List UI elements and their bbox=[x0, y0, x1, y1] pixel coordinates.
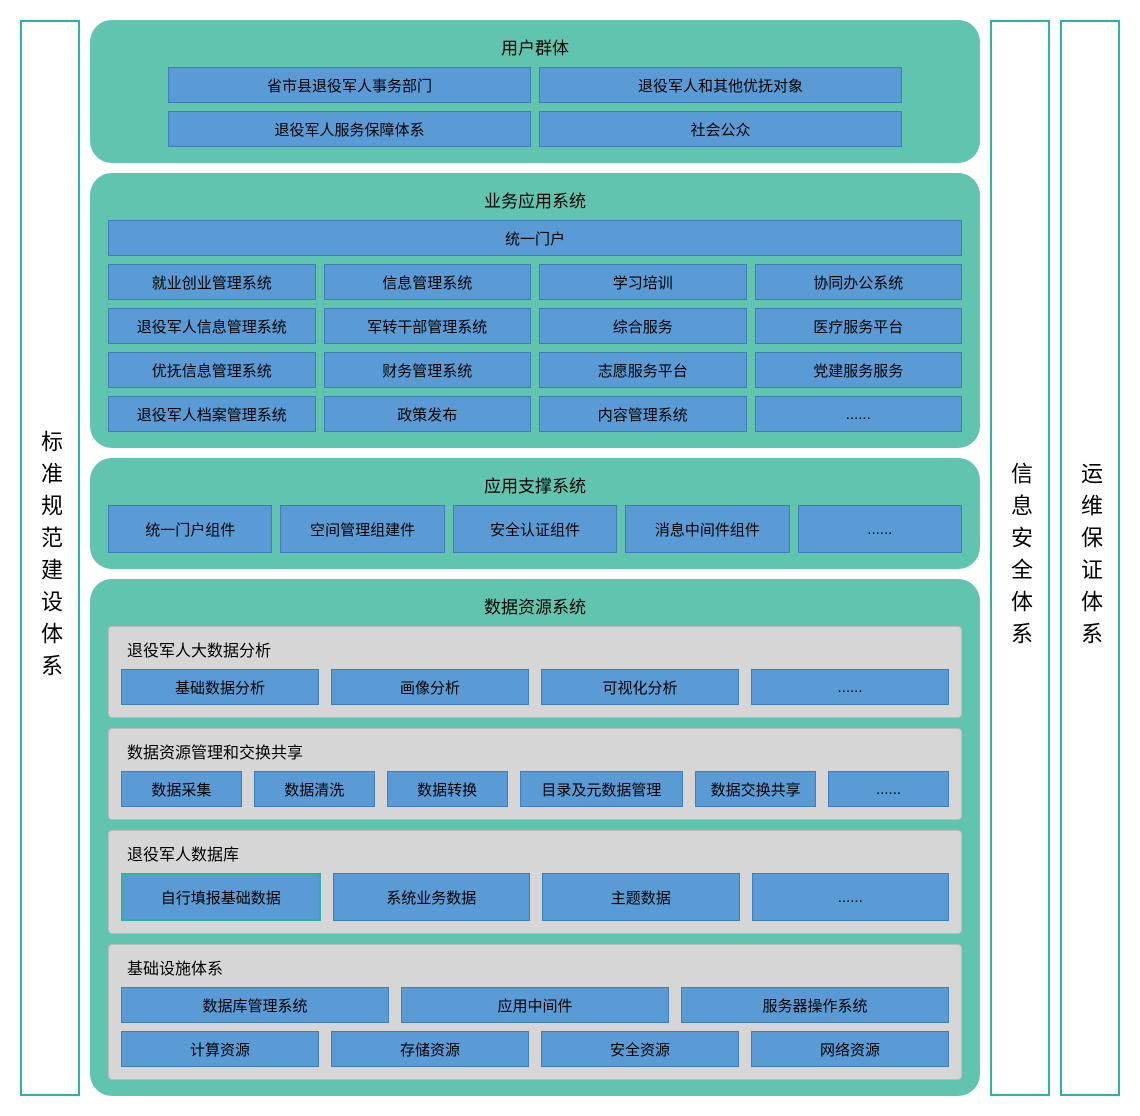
biz-item: 协同办公系统 bbox=[755, 264, 963, 300]
support-item: 统一门户组件 bbox=[108, 505, 272, 553]
user-group-item: 退役军人和其他优抚对象 bbox=[539, 67, 902, 103]
section-user-group: 用户群体 省市县退役军人事务部门 退役军人和其他优抚对象 退役军人服务保障体系 … bbox=[90, 20, 980, 163]
side-right2-label: 运维保证体系 bbox=[1074, 462, 1106, 654]
biz-item: 退役军人信息管理系统 bbox=[108, 308, 316, 344]
biz-item: 军转干部管理系统 bbox=[324, 308, 532, 344]
biz-item: ...... bbox=[755, 396, 963, 432]
sub-title: 退役军人大数据分析 bbox=[121, 635, 949, 669]
section-app-support: 应用支撑系统 统一门户组件 空间管理组建件 安全认证组件 消息中间件组件 ...… bbox=[90, 458, 980, 569]
portal: 统一门户 bbox=[108, 220, 962, 256]
user-group-item: 退役军人服务保障体系 bbox=[168, 111, 531, 147]
biz-item: 综合服务 bbox=[539, 308, 747, 344]
support-item: 消息中间件组件 bbox=[625, 505, 789, 553]
section-data-sys: 数据资源系统 退役军人大数据分析 基础数据分析 画像分析 可视化分析 .....… bbox=[90, 579, 980, 1096]
side-left: 标准规范建设体系 bbox=[20, 20, 80, 1096]
infra-item: 应用中间件 bbox=[401, 987, 669, 1023]
sub-infra: 基础设施体系 数据库管理系统 应用中间件 服务器操作系统 计算资源 存储资源 安… bbox=[108, 944, 962, 1080]
biz-item: 优抚信息管理系统 bbox=[108, 352, 316, 388]
mgmt-item: ...... bbox=[828, 771, 949, 807]
support-item: 安全认证组件 bbox=[453, 505, 617, 553]
biz-item: 党建服务服务 bbox=[755, 352, 963, 388]
db-item: 自行填报基础数据 bbox=[121, 873, 321, 921]
biz-item: 退役军人档案管理系统 bbox=[108, 396, 316, 432]
user-group-item: 社会公众 bbox=[539, 111, 902, 147]
infra-item: 服务器操作系统 bbox=[681, 987, 949, 1023]
side-right-1: 信息安全体系 bbox=[990, 20, 1050, 1096]
mgmt-item: 数据交换共享 bbox=[695, 771, 816, 807]
sub-database: 退役军人数据库 自行填报基础数据 系统业务数据 主题数据 ...... bbox=[108, 830, 962, 934]
user-group-item: 省市县退役军人事务部门 bbox=[168, 67, 531, 103]
infra-item: 网络资源 bbox=[751, 1031, 949, 1067]
side-right-2: 运维保证体系 bbox=[1060, 20, 1120, 1096]
sub-data-mgmt: 数据资源管理和交换共享 数据采集 数据清洗 数据转换 目录及元数据管理 数据交换… bbox=[108, 728, 962, 820]
sub-title: 退役军人数据库 bbox=[121, 839, 949, 873]
biz-item: 信息管理系统 bbox=[324, 264, 532, 300]
sub-title: 基础设施体系 bbox=[121, 953, 949, 987]
biz-item: 财务管理系统 bbox=[324, 352, 532, 388]
biz-item: 政策发布 bbox=[324, 396, 532, 432]
infra-item: 存储资源 bbox=[331, 1031, 529, 1067]
side-right1-label: 信息安全体系 bbox=[1004, 462, 1036, 654]
section-title: 应用支撑系统 bbox=[108, 468, 962, 505]
section-title: 用户群体 bbox=[108, 30, 962, 67]
architecture-diagram: 标准规范建设体系 用户群体 省市县退役军人事务部门 退役军人和其他优抚对象 退役… bbox=[20, 20, 1120, 1096]
biz-item: 内容管理系统 bbox=[539, 396, 747, 432]
section-title: 业务应用系统 bbox=[108, 183, 962, 220]
db-item: 主题数据 bbox=[542, 873, 740, 921]
mgmt-item: 目录及元数据管理 bbox=[520, 771, 684, 807]
section-title: 数据资源系统 bbox=[108, 589, 962, 626]
bigdata-item: 画像分析 bbox=[331, 669, 529, 705]
biz-item: 学习培训 bbox=[539, 264, 747, 300]
support-item: ...... bbox=[798, 505, 962, 553]
mgmt-item: 数据采集 bbox=[121, 771, 242, 807]
bigdata-item: 可视化分析 bbox=[541, 669, 739, 705]
biz-item: 志愿服务平台 bbox=[539, 352, 747, 388]
db-item: ...... bbox=[752, 873, 950, 921]
mgmt-item: 数据清洗 bbox=[254, 771, 375, 807]
bigdata-item: ...... bbox=[751, 669, 949, 705]
infra-item: 计算资源 bbox=[121, 1031, 319, 1067]
sub-big-data: 退役军人大数据分析 基础数据分析 画像分析 可视化分析 ...... bbox=[108, 626, 962, 718]
sub-title: 数据资源管理和交换共享 bbox=[121, 737, 949, 771]
infra-item: 安全资源 bbox=[541, 1031, 739, 1067]
bigdata-item: 基础数据分析 bbox=[121, 669, 319, 705]
support-item: 空间管理组建件 bbox=[280, 505, 444, 553]
mgmt-item: 数据转换 bbox=[387, 771, 508, 807]
section-biz-app: 业务应用系统 统一门户 就业创业管理系统 信息管理系统 学习培训 协同办公系统 … bbox=[90, 173, 980, 448]
db-item: 系统业务数据 bbox=[333, 873, 531, 921]
infra-item: 数据库管理系统 bbox=[121, 987, 389, 1023]
side-left-label: 标准规范建设体系 bbox=[34, 430, 66, 686]
biz-item: 医疗服务平台 bbox=[755, 308, 963, 344]
main-column: 用户群体 省市县退役军人事务部门 退役军人和其他优抚对象 退役军人服务保障体系 … bbox=[90, 20, 980, 1096]
biz-item: 就业创业管理系统 bbox=[108, 264, 316, 300]
